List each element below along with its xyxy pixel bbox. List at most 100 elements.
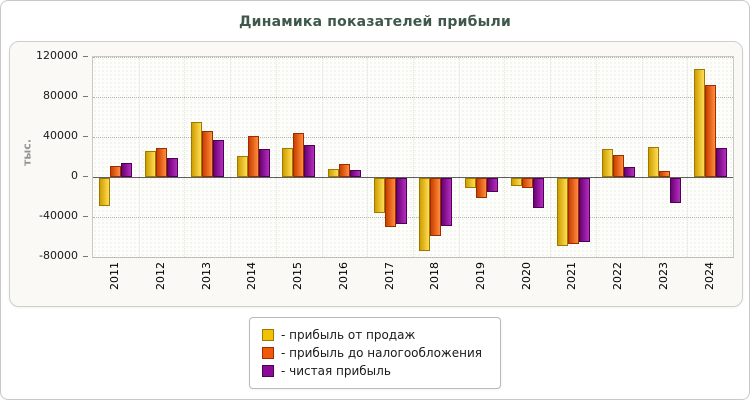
vertical-gridline bbox=[641, 57, 643, 257]
bar-прибыль-до-налогообложения bbox=[476, 178, 488, 198]
bar-прибыль-от-продаж bbox=[419, 178, 431, 251]
bar-чистая-прибыль bbox=[258, 149, 270, 177]
bar-чистая-прибыль bbox=[349, 170, 361, 177]
gridline bbox=[93, 97, 733, 98]
x-tick-cell: 2019 bbox=[458, 262, 504, 304]
bar-прибыль-от-продаж bbox=[693, 69, 705, 177]
bar-прибыль-от-продаж bbox=[236, 156, 248, 177]
y-tick-mark bbox=[83, 216, 88, 217]
gridline bbox=[93, 217, 733, 218]
bar-чистая-прибыль bbox=[441, 178, 453, 226]
vertical-gridline bbox=[550, 57, 552, 257]
bar-прибыль-от-продаж bbox=[190, 122, 202, 177]
x-tick-label: 2018 bbox=[428, 262, 442, 290]
x-tick-cell: 2020 bbox=[503, 262, 549, 304]
legend-swatch bbox=[262, 329, 275, 341]
bar-прибыль-до-налогообложения bbox=[293, 133, 305, 177]
bar-чистая-прибыль bbox=[487, 178, 499, 192]
bar-прибыль-от-продаж bbox=[510, 178, 522, 186]
x-tick-label: 2019 bbox=[474, 262, 488, 290]
x-tick-cell: 2014 bbox=[229, 262, 275, 304]
bar-чистая-прибыль bbox=[532, 178, 544, 208]
x-tick-cell: 2022 bbox=[595, 262, 641, 304]
bar-чистая-прибыль bbox=[167, 158, 179, 177]
gridline bbox=[93, 257, 733, 258]
bar-прибыль-до-налогообложения bbox=[384, 178, 396, 227]
chart-panel: тыс. 120000 80000 40000 0 -40000 -80000 2011 2… bbox=[9, 41, 743, 307]
y-tick-mark bbox=[83, 96, 88, 97]
x-tick-label: 2013 bbox=[199, 262, 213, 290]
legend-swatch bbox=[262, 347, 275, 359]
vertical-gridline bbox=[321, 57, 323, 257]
bar-прибыль-от-продаж bbox=[556, 178, 568, 246]
x-tick-cell: 2017 bbox=[366, 262, 412, 304]
y-tick-label: 120000 bbox=[36, 49, 78, 62]
x-tick-cell: 2015 bbox=[275, 262, 321, 304]
bar-прибыль-до-налогообложения bbox=[201, 131, 213, 177]
bar-прибыль-от-продаж bbox=[373, 178, 385, 213]
bar-прибыль-до-налогообложения bbox=[613, 155, 625, 177]
gridline bbox=[93, 137, 733, 138]
zero-axis-line bbox=[93, 177, 733, 178]
bar-чистая-прибыль bbox=[121, 163, 133, 177]
x-tick-label: 2015 bbox=[291, 262, 305, 290]
y-tick-label: 40000 bbox=[43, 129, 78, 142]
y-tick-mark bbox=[83, 136, 88, 137]
x-tick-label: 2017 bbox=[382, 262, 396, 290]
x-tick-cell: 2021 bbox=[549, 262, 595, 304]
x-tick-label: 2011 bbox=[108, 262, 122, 290]
x-tick-cell: 2018 bbox=[412, 262, 458, 304]
bar-прибыль-до-налогообложения bbox=[110, 166, 122, 177]
y-axis: 120000 80000 40000 0 -40000 -80000 bbox=[10, 49, 88, 262]
y-tick-mark bbox=[83, 56, 88, 57]
x-tick-label: 2021 bbox=[565, 262, 579, 290]
vertical-gridline bbox=[184, 57, 186, 257]
x-tick-cell: 2024 bbox=[686, 262, 732, 304]
legend-item: - прибыль до налогообложения bbox=[262, 344, 482, 362]
plot-area bbox=[92, 56, 734, 258]
bar-прибыль-до-налогообложения bbox=[704, 85, 716, 177]
vertical-gridline bbox=[687, 57, 689, 257]
y-tick-mark bbox=[83, 176, 88, 177]
bar-чистая-прибыль bbox=[304, 145, 316, 177]
x-axis: 2011 2012 2013 2014 2015 2016 2017 2018 2019 2020… bbox=[92, 260, 732, 306]
vertical-gridline bbox=[275, 57, 277, 257]
x-tick-label: 2016 bbox=[336, 262, 350, 290]
vertical-gridline bbox=[138, 57, 140, 257]
vertical-gridline bbox=[595, 57, 597, 257]
bar-прибыль-от-продаж bbox=[327, 169, 339, 177]
legend-label: - прибыль от продаж bbox=[281, 328, 416, 342]
legend-item: - прибыль от продаж bbox=[262, 326, 482, 344]
x-tick-cell: 2016 bbox=[321, 262, 367, 304]
x-tick-label: 2020 bbox=[519, 262, 533, 290]
bar-прибыль-до-налогообложения bbox=[430, 178, 442, 236]
x-tick-label: 2023 bbox=[656, 262, 670, 290]
vertical-gridline bbox=[413, 57, 414, 257]
x-tick-label: 2022 bbox=[611, 262, 625, 290]
bar-чистая-прибыль bbox=[578, 178, 590, 242]
x-tick-label: 2024 bbox=[702, 262, 716, 290]
y-tick-label: -80000 bbox=[39, 249, 78, 262]
x-tick-cell: 2023 bbox=[641, 262, 687, 304]
y-tick-label: 80000 bbox=[43, 89, 78, 102]
legend-label: - чистая прибыль bbox=[281, 364, 391, 378]
legend-label: - прибыль до налогообложения bbox=[281, 346, 482, 360]
x-tick-label: 2014 bbox=[245, 262, 259, 290]
y-tick-label: -40000 bbox=[39, 209, 78, 222]
bar-прибыль-до-налогообложения bbox=[247, 136, 259, 177]
x-tick-cell: 2011 bbox=[92, 262, 138, 304]
bar-прибыль-от-продаж bbox=[602, 149, 614, 177]
vertical-gridline bbox=[230, 57, 232, 257]
bar-прибыль-от-продаж bbox=[99, 178, 111, 206]
bar-чистая-прибыль bbox=[715, 148, 727, 177]
y-tick-label: 0 bbox=[71, 169, 78, 182]
bar-прибыль-от-продаж bbox=[145, 151, 157, 177]
bar-прибыль-от-продаж bbox=[282, 148, 294, 177]
bar-прибыль-до-налогообложения bbox=[156, 148, 168, 177]
bar-чистая-прибыль bbox=[624, 167, 636, 177]
x-tick-cell: 2013 bbox=[183, 262, 229, 304]
bar-прибыль-до-налогообложения bbox=[658, 171, 670, 177]
bar-прибыль-от-продаж bbox=[465, 178, 477, 188]
chart-title: Динамика показателей прибыли bbox=[239, 14, 511, 30]
gridline bbox=[93, 57, 733, 58]
